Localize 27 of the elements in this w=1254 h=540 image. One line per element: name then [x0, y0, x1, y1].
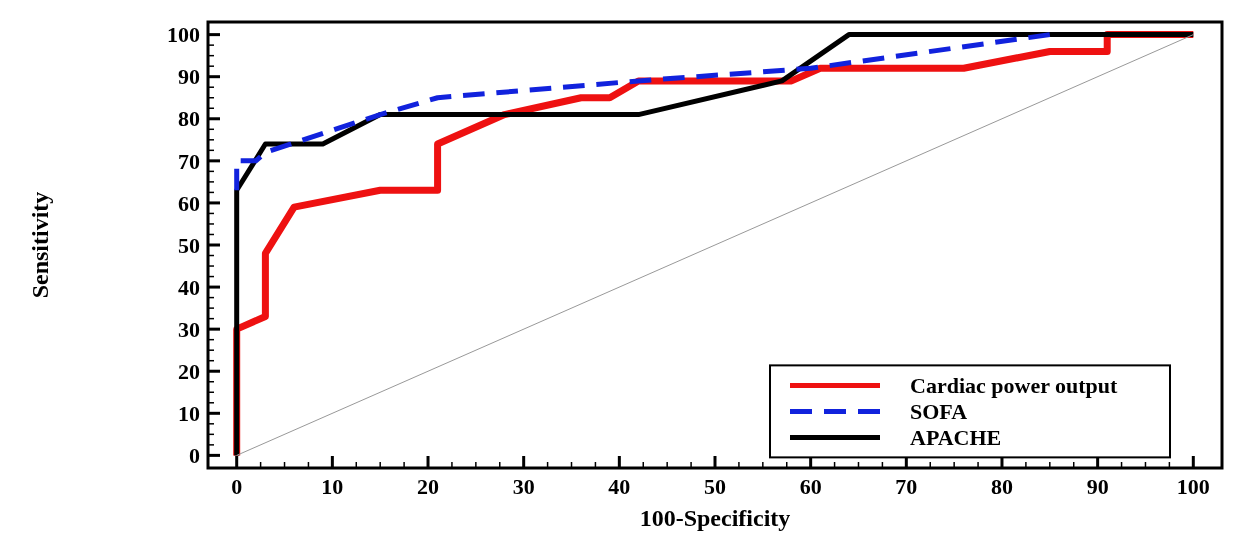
- y-tick-label: 0: [189, 443, 200, 469]
- y-tick-label: 100: [167, 22, 200, 48]
- y-tick-label: 30: [178, 316, 200, 342]
- x-tick-label: 80: [990, 474, 1013, 499]
- x-tick-label: 50: [704, 474, 726, 499]
- y-tick-label: 50: [178, 232, 200, 258]
- y-tick-label: 10: [178, 401, 200, 426]
- legend-label: SOFA: [910, 399, 968, 425]
- y-tick-label: 90: [178, 64, 200, 90]
- x-tick-label: 70: [895, 474, 918, 499]
- y-tick-label: 20: [178, 358, 200, 384]
- x-tick-label: 60: [799, 474, 822, 499]
- y-tick-label: 80: [178, 106, 200, 132]
- x-tick-label: 90: [1086, 474, 1109, 499]
- x-tick-label: 40: [608, 474, 631, 499]
- x-tick-label: 0: [231, 474, 243, 499]
- x-tick-label: 20: [417, 474, 440, 499]
- x-tick-label: 10: [321, 474, 344, 499]
- y-tick-label: 60: [178, 190, 200, 216]
- y-tick-label: 40: [178, 274, 200, 300]
- x-tick-label: 100: [1176, 474, 1210, 499]
- legend-label: APACHE: [910, 425, 1002, 451]
- legend-label: Cardiac power output: [910, 373, 1119, 399]
- y-tick-label: 70: [178, 148, 200, 174]
- y-axis-title: Sensitivity: [27, 191, 53, 299]
- x-tick-label: 30: [512, 474, 535, 499]
- x-axis-title: 100-Specificity: [639, 505, 791, 531]
